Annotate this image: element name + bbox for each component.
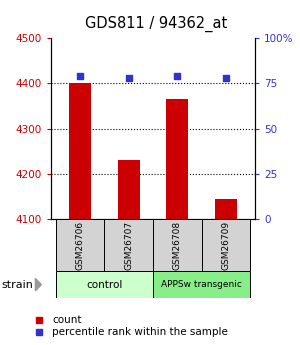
Point (175, 73, 180, 79)
Text: count: count (52, 315, 82, 325)
Bar (118, 160, 140, 219)
Bar (153, 219, 202, 271)
Text: control: control (86, 280, 123, 289)
Point (78, 73, 82, 79)
Bar (69, 83, 91, 219)
Text: GSM26708: GSM26708 (173, 220, 182, 269)
Point (224, 75, 228, 81)
Text: strain: strain (2, 280, 33, 289)
Text: GDS811 / 94362_at: GDS811 / 94362_at (85, 16, 227, 32)
Bar (56, 219, 104, 271)
Point (126, 75, 131, 81)
Bar (202, 219, 250, 271)
Text: APPSw transgenic: APPSw transgenic (161, 280, 242, 289)
Bar (56, 271, 153, 298)
Bar (104, 219, 153, 271)
Bar (215, 199, 237, 219)
Text: GSM26706: GSM26706 (76, 220, 85, 269)
Bar (167, 99, 188, 219)
Polygon shape (35, 278, 41, 291)
Text: GSM26709: GSM26709 (221, 220, 230, 269)
Text: percentile rank within the sample: percentile rank within the sample (52, 327, 228, 337)
Text: GSM26707: GSM26707 (124, 220, 133, 269)
Bar (153, 271, 250, 298)
